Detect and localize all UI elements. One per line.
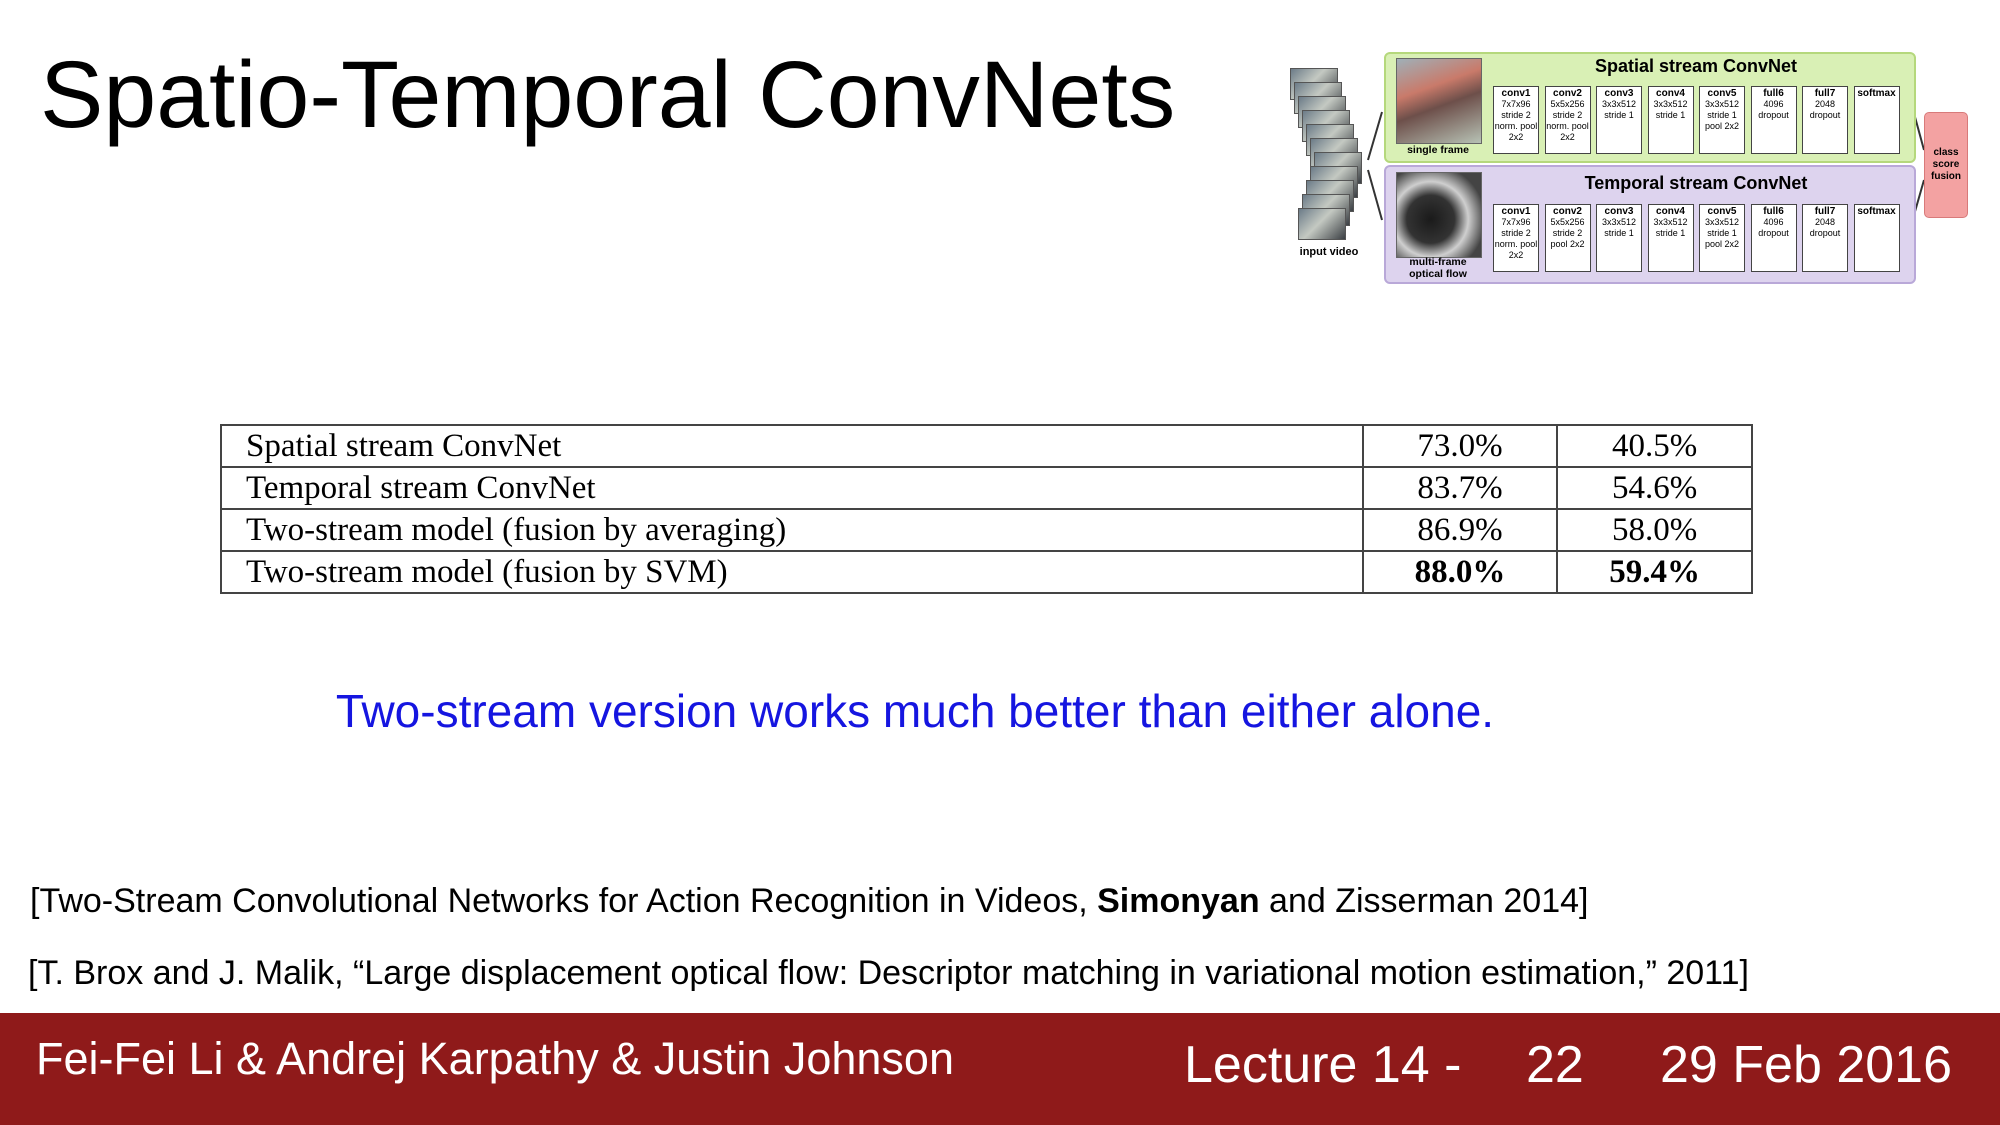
temporal-layer-name: softmax: [1857, 206, 1896, 217]
spatial-layer-details: 7x7x96 stride 2 norm. pool 2x2: [1494, 99, 1538, 142]
spatial-layer-conv1: conv1 7x7x96 stride 2 norm. pool 2x2: [1493, 86, 1539, 154]
spatial-layer-conv3: conv3 3x3x512 stride 1: [1596, 86, 1642, 154]
temporal-layer-details: 3x3x512 stride 1: [1601, 217, 1637, 238]
table-cell-method: Spatial stream ConvNet: [220, 424, 1364, 468]
input-video-label: input video: [1299, 246, 1359, 258]
table-cell-hmdb51: 58.0%: [1556, 508, 1753, 552]
table-cell-method: Temporal stream ConvNet: [220, 466, 1364, 510]
slide-title: Spatio-Temporal ConvNets: [40, 42, 1176, 148]
reference-2: [T. Brox and J. Malik, “Large displaceme…: [28, 954, 1749, 992]
spatial-layer-details: 3x3x512 stride 1: [1601, 99, 1637, 120]
reference-1: [Two-Stream Convolutional Networks for A…: [30, 882, 1588, 921]
reference-1-pre: [Two-Stream Convolutional Networks for A…: [30, 882, 1098, 920]
temporal-layer-details: 3x3x512 stride 1: [1653, 217, 1688, 238]
footer-authors: Fei-Fei Li & Andrej Karpathy & Justin Jo…: [36, 1033, 954, 1084]
reference-1-bold: Simonyan: [1097, 882, 1260, 920]
spatial-layer-name: full7: [1814, 88, 1836, 99]
temporal-layer-conv3: conv3 3x3x512 stride 1: [1596, 204, 1642, 272]
footer-date: 29 Feb 2016: [1660, 1036, 1953, 1094]
temporal-layer-conv2: conv2 5x5x256 stride 2 pool 2x2: [1544, 204, 1591, 272]
spatial-layer-full7: full7 2048 dropout: [1802, 86, 1848, 154]
temporal-layer-name: conv3: [1604, 206, 1634, 217]
single-frame-label: single frame: [1407, 144, 1469, 156]
temporal-layer-details: 4096 dropout: [1758, 217, 1789, 238]
temporal-layer-full6: full6 4096 dropout: [1750, 204, 1797, 272]
table-cell-hmdb51: 59.4%: [1556, 550, 1753, 594]
table-row: Temporal stream ConvNet 83.7% 54.6%: [220, 466, 1753, 510]
spatial-layer-conv5: conv5 3x3x512 stride 1 pool 2x2: [1699, 86, 1745, 154]
table-cell-ucf101: 86.9%: [1361, 508, 1559, 552]
highlight-text: Two-stream version works much better tha…: [335, 685, 1495, 737]
temporal-layer-name: conv2: [1553, 206, 1582, 217]
single-frame-image: [1396, 58, 1482, 144]
table-cell-ucf101: 83.7%: [1361, 466, 1559, 510]
temporal-layer-details: 3x3x512 stride 1 pool 2x2: [1704, 217, 1740, 249]
temporal-layer-name: conv5: [1707, 206, 1737, 217]
table-cell-ucf101: 88.0%: [1361, 550, 1559, 594]
table-cell-hmdb51: 40.5%: [1556, 424, 1753, 468]
spatial-layer-name: conv1: [1501, 88, 1531, 99]
table-cell-hmdb51: 54.6%: [1556, 466, 1753, 510]
temporal-layer-name: full6: [1763, 206, 1784, 217]
temporal-layer-conv1: conv1 7x7x96 stride 2 norm. pool 2x2: [1493, 204, 1539, 272]
reference-1-post: and Zisserman 2014]: [1259, 882, 1589, 920]
fusion-label: class score fusion: [1931, 147, 1961, 182]
spatial-layer-name: softmax: [1857, 88, 1896, 99]
class-score-fusion-box: class score fusion: [1924, 112, 1968, 218]
table-row: Two-stream model (fusion by SVM) 88.0% 59.…: [220, 550, 1753, 594]
table-cell-ucf101: 73.0%: [1361, 424, 1559, 468]
input-video-stack: [1288, 68, 1362, 268]
spatial-layer-details: 3x3x512 stride 1: [1653, 99, 1688, 120]
two-stream-diagram: input video Spatial stream ConvNet Tempo…: [1288, 50, 1988, 290]
temporal-layer-full7: full7 2048 dropout: [1802, 204, 1848, 272]
spatial-stream-title: Spatial stream ConvNet: [1594, 56, 1798, 76]
spatial-layer-details: 3x3x512 stride 1 pool 2x2: [1704, 99, 1740, 131]
temporal-layer-softmax: softmax: [1853, 204, 1900, 272]
highlight-text-row: Two-stream version works much better tha…: [0, 684, 2000, 738]
temporal-layer-name: full7: [1814, 206, 1836, 217]
table-cell-method: Two-stream model (fusion by SVM): [220, 550, 1364, 594]
spatial-layer-details: 2048 dropout: [1809, 99, 1841, 120]
spatial-layer-details: 4096 dropout: [1758, 99, 1789, 120]
spatial-layer-name: full6: [1763, 88, 1784, 99]
footer-lecture: Lecture 14 -: [1184, 1036, 1462, 1094]
table-row: Spatial stream ConvNet 73.0% 40.5%: [220, 424, 1753, 468]
results-table: Spatial stream ConvNet 73.0% 40.5% Temporal…: [220, 424, 1753, 594]
spatial-layer-softmax: softmax: [1853, 86, 1900, 154]
temporal-layer-details: 5x5x256 stride 2 pool 2x2: [1550, 217, 1585, 249]
temporal-layer-details: 2048 dropout: [1809, 217, 1841, 238]
temporal-layer-conv5: conv5 3x3x512 stride 1 pool 2x2: [1699, 204, 1745, 272]
spatial-layer-name: conv3: [1604, 88, 1634, 99]
spatial-layer-name: conv5: [1707, 88, 1737, 99]
table-row: Two-stream model (fusion by averaging) 86…: [220, 508, 1753, 552]
temporal-layer-details: 7x7x96 stride 2 norm. pool 2x2: [1494, 217, 1538, 260]
spatial-layer-conv2: conv2 5x5x256 stride 2 norm. pool 2x2: [1544, 86, 1591, 154]
spatial-layer-details: 5x5x256 stride 2 norm. pool 2x2: [1546, 99, 1589, 142]
table-cell-method: Two-stream model (fusion by averaging): [220, 508, 1364, 552]
temporal-layer-name: conv4: [1656, 206, 1685, 217]
optical-flow-image: [1396, 172, 1482, 258]
optical-flow-label: multi-frame optical flow: [1409, 256, 1467, 280]
footer-bar: Fei-Fei Li & Andrej Karpathy & Justin Jo…: [0, 1013, 2000, 1125]
spatial-layer-name: conv4: [1656, 88, 1685, 99]
footer-page-number: 22: [1526, 1036, 1584, 1094]
spatial-layer-full6: full6 4096 dropout: [1750, 86, 1797, 154]
temporal-layer-name: conv1: [1501, 206, 1531, 217]
spatial-layer-conv4: conv4 3x3x512 stride 1: [1647, 86, 1694, 154]
temporal-stream-title: Temporal stream ConvNet: [1584, 173, 1808, 193]
spatial-layer-name: conv2: [1553, 88, 1582, 99]
temporal-layer-conv4: conv4 3x3x512 stride 1: [1647, 204, 1694, 272]
